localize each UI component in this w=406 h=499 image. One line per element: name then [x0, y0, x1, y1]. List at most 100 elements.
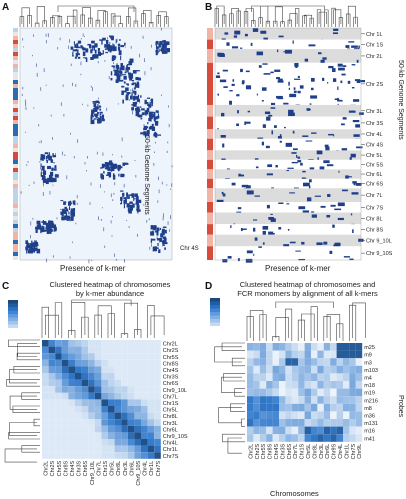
kmer-presence-mark [85, 48, 89, 53]
kmer-presence-mark [28, 245, 31, 247]
heatmap-c-cell [114, 346, 122, 354]
kmer-presence-mark [64, 215, 67, 221]
kmer-presence-mark [48, 220, 53, 225]
heatmap-c-cell [101, 406, 108, 413]
heatmap-d-cell [304, 365, 311, 374]
kmer-presence-mark [133, 197, 135, 201]
kmer-presence-mark [94, 43, 96, 46]
kmer-presence-mark [88, 259, 90, 264]
kmer-presence-mark [104, 48, 109, 50]
kmer-presence-mark [309, 103, 312, 105]
kmer-presence-mark [69, 39, 70, 43]
kmer-presence-mark [106, 44, 111, 49]
kmer-presence-mark [126, 83, 128, 85]
kmer-presence-mark [97, 47, 101, 51]
kmer-presence-mark [145, 110, 150, 113]
kmer-presence-mark [112, 65, 115, 68]
kmer-presence-mark [97, 119, 101, 124]
heatmap-c-cell [121, 353, 128, 360]
kmer-presence-mark [107, 171, 111, 176]
heatmap-d-cell [349, 365, 356, 374]
kmer-presence-mark [112, 199, 114, 202]
heatmap-c-cell [94, 445, 102, 453]
kmer-presence-mark [68, 211, 70, 215]
kmer-presence-mark [162, 226, 167, 228]
kmer-presence-mark [62, 208, 65, 211]
heatmap-d-cell [317, 365, 324, 374]
kmer-presence-mark [134, 83, 139, 88]
heatmap-d-cell [349, 343, 356, 351]
heatmap-c-cell [114, 373, 122, 380]
heatmap-c-cell [48, 379, 56, 387]
heatmap-d-cell [259, 388, 267, 397]
heatmap-d-cell [247, 396, 254, 404]
heatmap-d-cell [279, 411, 286, 419]
heatmap-c-cell [88, 419, 95, 426]
kmer-presence-mark [270, 218, 276, 222]
heatmap-c-cell [121, 425, 128, 433]
kmer-presence-mark [98, 97, 99, 100]
heatmap-c-cell [81, 386, 89, 393]
kmer-presence-mark [73, 155, 75, 159]
row-annotation-cell [13, 32, 18, 36]
row-annotation-cell [13, 172, 18, 176]
kmer-presence-mark [236, 94, 240, 97]
heatmap-d-cell [291, 403, 299, 412]
heatmap-d-cell [259, 434, 267, 442]
kmer-presence-mark [83, 57, 86, 59]
heatmap-c-cell [55, 445, 62, 453]
heatmap-d-cell [349, 381, 356, 389]
panel-d-title-line2: FCR monomers by alignment of all k-mers [237, 289, 378, 298]
kmer-presence-mark [154, 225, 156, 228]
kmer-presence-mark [122, 99, 124, 104]
kmer-presence-mark [144, 133, 149, 136]
heatmap-c-cell [68, 425, 75, 433]
row-annotation-cell [13, 216, 18, 220]
heatmap-d-cell [272, 411, 279, 419]
kmer-presence-mark [43, 178, 47, 182]
kmer-presence-mark [132, 110, 133, 115]
heatmap-c-cell [68, 386, 75, 393]
kmer-presence-mark [146, 107, 150, 111]
col-label: Chr4L [338, 444, 344, 459]
kmer-presence-mark [148, 218, 150, 221]
heatmap-d-cell [317, 434, 324, 442]
heatmap-d-cell [279, 358, 286, 366]
kmer-presence-mark [332, 68, 336, 72]
kmer-presence-mark [323, 160, 330, 164]
kmer-presence-mark [337, 202, 345, 207]
heatmap-d-cell [304, 434, 311, 442]
col-label: Chr3S [280, 443, 286, 459]
kmer-presence-mark [86, 170, 87, 172]
heatmap-c-cell [88, 386, 95, 393]
kmer-presence-mark [34, 243, 38, 247]
kmer-presence-mark [166, 150, 168, 153]
kmer-presence-mark [48, 155, 52, 161]
kmer-presence-mark [99, 39, 104, 41]
kmer-presence-mark [112, 163, 117, 169]
heatmap-c-cell [154, 406, 161, 413]
kmer-presence-mark [129, 58, 131, 62]
kmer-presence-mark [132, 61, 134, 63]
heatmap-c-cell [81, 366, 89, 373]
col-label: Chr3S [77, 460, 83, 476]
kmer-presence-mark [143, 127, 147, 131]
kmer-presence-mark [150, 225, 154, 230]
heatmap-d-cell [317, 426, 324, 435]
kmer-presence-mark [154, 151, 155, 154]
heatmap-d-cell [304, 388, 311, 397]
kmer-presence-mark [352, 119, 360, 123]
heatmap-b-frame [214, 27, 362, 261]
kmer-presence-mark [141, 108, 145, 111]
kmer-presence-mark [277, 98, 284, 100]
kmer-presence-mark [129, 207, 133, 211]
kmer-presence-mark [150, 98, 154, 104]
kmer-presence-mark [51, 220, 53, 225]
heatmap-c-cell [101, 373, 108, 380]
heatmap-d-cell [343, 403, 350, 412]
heatmap-c-cell [121, 346, 128, 354]
kmer-presence-mark [50, 223, 55, 228]
kmer-presence-mark [71, 241, 73, 243]
heatmap-c-cell [147, 432, 155, 439]
heatmap-c-cell [94, 419, 102, 426]
